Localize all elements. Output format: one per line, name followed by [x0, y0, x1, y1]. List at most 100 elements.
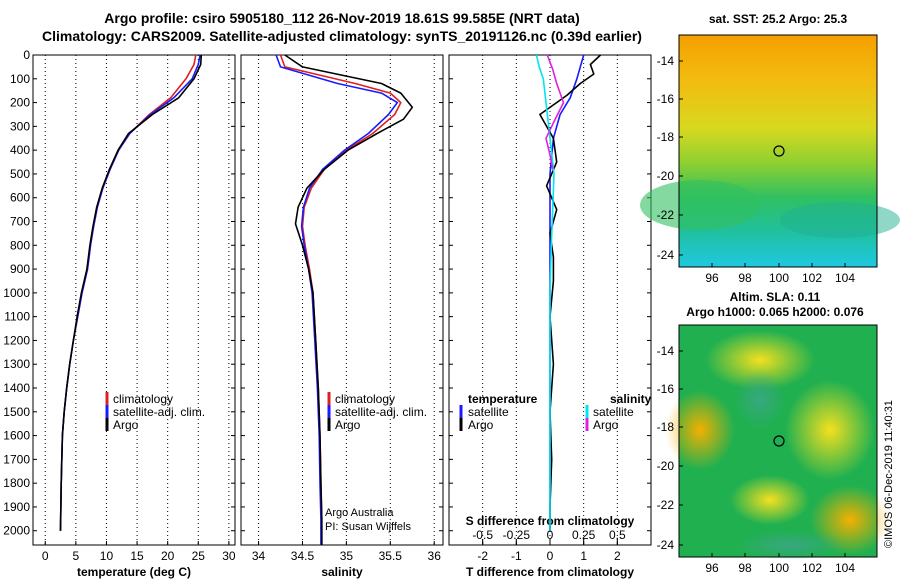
- difference-legend: temperature salinity satellite Argo sate…: [459, 392, 652, 432]
- temperature-chart: 0100200300400500600700800900100011001200…: [3, 48, 236, 579]
- legend-title-temperature: temperature: [468, 392, 538, 406]
- salinity-chart: 34 34.5 35 35.5 36 salinity: [240, 54, 444, 579]
- map-y-tick-label: -24: [657, 538, 675, 552]
- sla-map-title-1: Altim. SLA: 0.11: [730, 290, 821, 304]
- x-tick-label: 15: [130, 549, 144, 563]
- sst-patch: [780, 202, 900, 238]
- x2-tick-label: 0.5: [609, 528, 626, 542]
- y-tick-label: 500: [10, 167, 30, 181]
- map-x-tick-label: 96: [705, 561, 719, 575]
- map-y-tick-label: -18: [657, 420, 675, 434]
- map-y-tick-label: -14: [657, 54, 675, 68]
- y-tick-label: 700: [10, 215, 30, 229]
- sst-patch: [640, 180, 760, 230]
- map-x-tick-label: 98: [738, 271, 752, 285]
- sst-map-title: sat. SST: 25.2 Argo: 25.3: [709, 12, 848, 26]
- legend-label-climatology: climatology: [113, 392, 173, 406]
- legend-label-argo: Argo: [335, 418, 361, 432]
- series-line-s-satellite: [535, 54, 555, 531]
- x-tick-label: 2: [614, 549, 621, 563]
- x-tick-label: 5: [73, 549, 80, 563]
- x-axis-label: temperature (deg C): [77, 565, 191, 579]
- legend-label-t-argo: Argo: [468, 418, 494, 432]
- sla-patch: [730, 475, 810, 525]
- series-line-climatology: [279, 54, 402, 545]
- y-tick-label: 100: [10, 72, 30, 86]
- credit-line-1: Argo Australia: [325, 507, 394, 519]
- x-tick-label: 0: [42, 549, 49, 563]
- map-y-tick-label: -14: [657, 344, 675, 358]
- legend-label-argo: Argo: [113, 418, 139, 432]
- sst-axis-ticks: 96 98 100 102 104 -14 -16 -18 -20 -22 -24: [657, 54, 856, 285]
- x-tick-label: 1: [580, 549, 587, 563]
- x-tick-label: 30: [222, 549, 236, 563]
- x-tick-label: 0: [547, 549, 554, 563]
- x-tick-label: 34: [252, 549, 266, 563]
- map-y-tick-label: -24: [657, 248, 675, 262]
- y-tick-label: 400: [10, 143, 30, 157]
- sla-axis-ticks: 96 98 100 102 104 -14 -16 -18 -20 -22 -24: [657, 344, 856, 575]
- sst-map: sat. SST: 25.2 Argo: 25.3 96 98 100 102 104 -…: [640, 12, 900, 285]
- map-y-tick-label: -16: [657, 92, 675, 106]
- y-tick-label: 1600: [3, 429, 30, 443]
- sla-patch: [785, 380, 875, 480]
- legend-label-s-argo: Argo: [593, 418, 619, 432]
- legend-label-t-satellite: satellite: [468, 405, 509, 419]
- y-tick-label: 1300: [3, 357, 30, 371]
- legend-label-satellite: satellite-adj. clim.: [335, 405, 427, 419]
- sla-patch: [735, 530, 845, 560]
- series-line-argo: [284, 54, 414, 545]
- map-x-tick-label: 96: [705, 271, 719, 285]
- sla-patch: [735, 370, 785, 430]
- y-tick-label: 600: [10, 191, 30, 205]
- x2-tick-label: 0: [547, 528, 554, 542]
- map-y-tick-label: -20: [657, 169, 675, 183]
- y-tick-label: 200: [10, 96, 30, 110]
- y-tick-label: 0: [23, 48, 30, 62]
- title-line-2: Climatology: CARS2009. Satellite-adjuste…: [42, 28, 642, 44]
- x-tick-label: 20: [161, 549, 175, 563]
- x2-tick-label: -0.25: [503, 528, 531, 542]
- plot-frame: [240, 54, 444, 546]
- y-tick-label: 1900: [3, 500, 30, 514]
- x-tick-label: 34.5: [291, 549, 315, 563]
- y-tick-label: 1700: [3, 452, 30, 466]
- legend-label-climatology: climatology: [335, 392, 395, 406]
- x-tick-label: 35: [340, 549, 354, 563]
- map-x-tick-label: 102: [802, 271, 822, 285]
- series-line-argo: [59, 54, 203, 531]
- y-tick-label: 1000: [3, 286, 30, 300]
- series-line-satellite-adj-clim-: [275, 54, 399, 545]
- x2-tick-label: 0.25: [572, 528, 596, 542]
- legend-label-satellite: satellite-adj. clim.: [113, 405, 205, 419]
- temperature-legend: climatology satellite-adj. clim. Argo: [105, 392, 205, 432]
- y-tick-label: 1500: [3, 405, 30, 419]
- map-x-tick-label: 100: [769, 561, 789, 575]
- title-line-1: Argo profile: csiro 5905180_112 26-Nov-2…: [104, 10, 579, 26]
- legend-label-s-satellite: satellite: [593, 405, 634, 419]
- series-line-t-satellite: [549, 54, 585, 531]
- series-line-s-argo: [545, 54, 565, 170]
- y-tick-label: 1100: [4, 310, 30, 324]
- map-x-tick-label: 100: [769, 271, 789, 285]
- sst-argo-location-marker: [773, 145, 785, 157]
- y-tick-label: 300: [10, 119, 30, 133]
- y-tick-label: 2000: [3, 524, 30, 538]
- map-y-tick-label: -22: [657, 208, 675, 222]
- x-tick-label: 36: [428, 549, 442, 563]
- y-tick-label: 800: [10, 238, 30, 252]
- plot-frame: [32, 54, 236, 546]
- copyright-stamp: ©IMOS 06-Dec-2019 11:40:31: [883, 400, 895, 548]
- y-tick-label: 1400: [3, 381, 30, 395]
- credit-line-2: PI: Susan Wijffels: [325, 521, 411, 533]
- sla-frame: [678, 324, 878, 558]
- x-tick-label: 35.5: [379, 549, 403, 563]
- map-y-tick-label: -18: [657, 130, 675, 144]
- x-tick-label: 10: [100, 549, 114, 563]
- y-tick-label: 900: [10, 262, 30, 276]
- x-axis-label: salinity: [321, 565, 363, 579]
- sst-frame: [678, 34, 878, 268]
- y-tick-label: 1200: [3, 333, 30, 347]
- sla-argo-location-marker: [773, 435, 785, 447]
